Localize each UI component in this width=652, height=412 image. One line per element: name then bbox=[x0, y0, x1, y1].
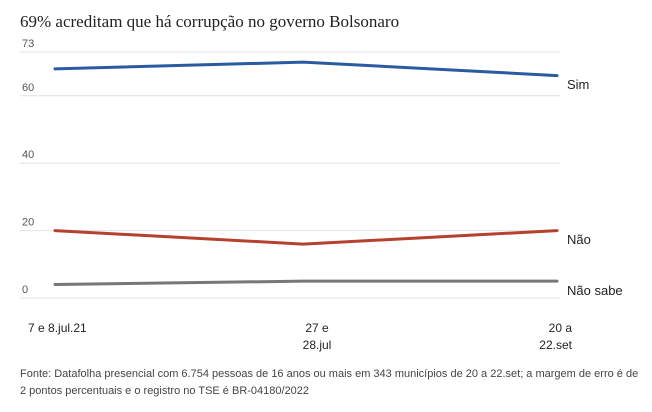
x-tick-label: 20 a bbox=[549, 321, 573, 335]
y-tick-label: 0 bbox=[22, 284, 28, 296]
y-tick-label: 73 bbox=[22, 38, 34, 50]
series-label: Não sabe bbox=[567, 283, 623, 298]
x-tick-label: 27 e bbox=[305, 321, 329, 335]
series-label: Sim bbox=[567, 77, 589, 92]
chart-title: 69% acreditam que há corrupção no govern… bbox=[20, 12, 400, 31]
y-tick-label: 40 bbox=[22, 149, 34, 161]
x-tick-label: 22.set bbox=[539, 338, 572, 352]
series-label: Não bbox=[567, 232, 591, 247]
series-line bbox=[53, 229, 559, 246]
series-line bbox=[53, 279, 559, 287]
y-tick-label: 60 bbox=[22, 82, 34, 94]
x-tick-label: 28.jul bbox=[303, 338, 332, 352]
series-line bbox=[53, 60, 559, 78]
source-note: Fonte: Datafolha presencial com 6.754 pe… bbox=[20, 368, 639, 397]
y-tick-label: 20 bbox=[22, 217, 34, 229]
x-tick-label: 7 e 8.jul.21 bbox=[28, 321, 87, 335]
